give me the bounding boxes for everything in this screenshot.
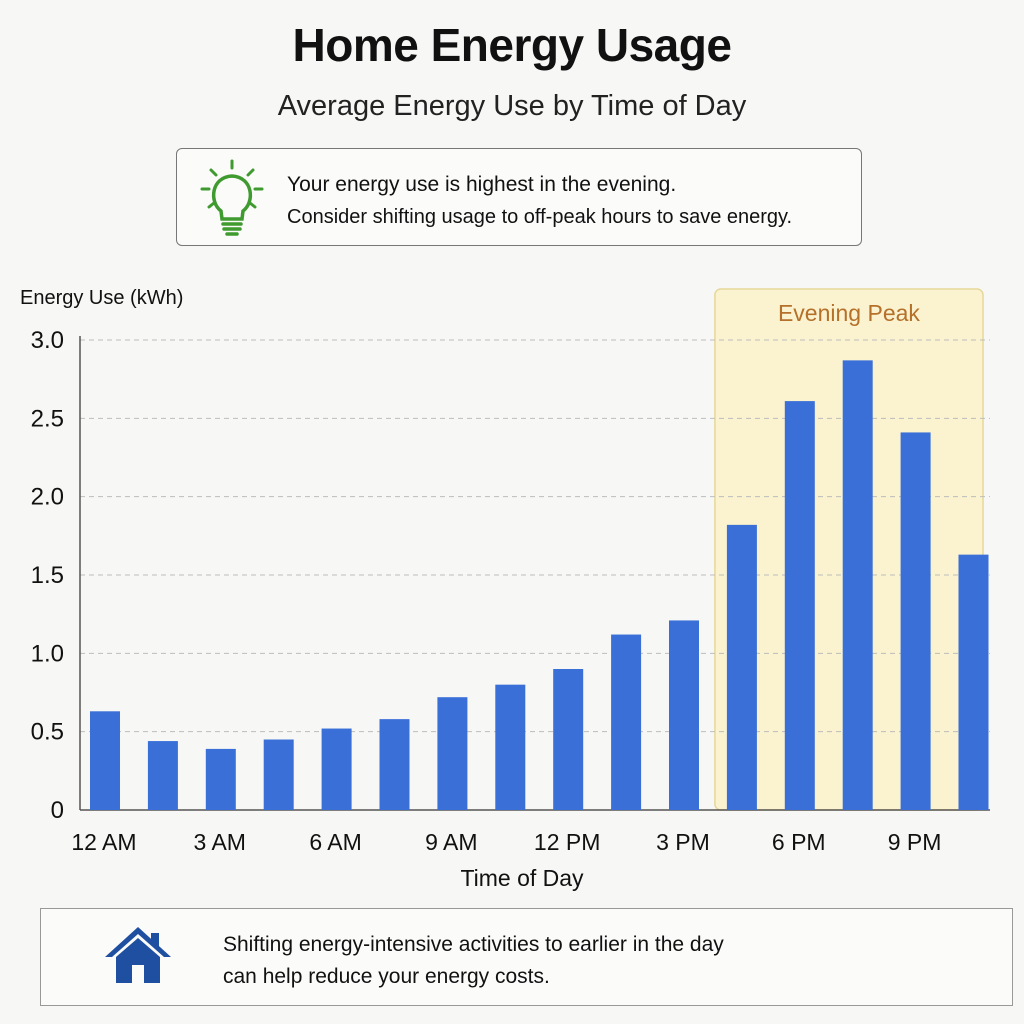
tip-text-line-2: Consider shifting usage to off-peak hour… [287, 206, 793, 228]
x-tick-label: 3 AM [194, 829, 246, 855]
page-title: Home Energy Usage [292, 19, 732, 71]
evening-peak-label: Evening Peak [778, 300, 920, 326]
energy-bar-chart: Evening Peak 0 0.5 1.0 1.5 2.0 2.5 3.0 12 AM 3 AM… [20, 287, 990, 891]
x-tick-label: 6 AM [309, 829, 361, 855]
footer-text-line-1: Shifting energy-intensive activities to … [223, 933, 724, 956]
bar [205, 748, 236, 810]
y-axis-label: Energy Use (kWh) [20, 287, 183, 309]
energy-tip-box: Your energy use is highest in the evenin… [176, 148, 862, 246]
bar [90, 711, 120, 810]
x-tick-label: 9 AM [425, 829, 477, 855]
x-axis-label: Time of Day [460, 865, 584, 891]
bar [263, 739, 294, 810]
y-tick-label: 0 [51, 797, 64, 824]
bar [495, 684, 526, 810]
bar [958, 554, 989, 810]
footer-tip-box: Shifting energy-intensive activities to … [40, 908, 1013, 1006]
bar [842, 360, 873, 810]
bar [553, 669, 584, 810]
x-tick-label: 6 PM [772, 829, 826, 855]
chart-subtitle: Average Energy Use by Time of Day [277, 90, 747, 122]
bar [437, 697, 468, 810]
bar [669, 620, 699, 810]
bar [900, 432, 931, 810]
lightbulb-icon [200, 159, 264, 236]
y-tick-label: 1.5 [31, 562, 64, 589]
y-tick-label: 1.0 [31, 640, 64, 667]
y-tick-label: 3.0 [31, 327, 64, 354]
bar [784, 401, 815, 810]
bar [611, 634, 642, 810]
x-tick-label: 9 PM [888, 829, 942, 855]
x-tick-label: 12 PM [534, 829, 600, 855]
bar [147, 741, 178, 810]
x-tick-label: 3 PM [656, 829, 710, 855]
y-tick-label: 2.0 [31, 484, 64, 511]
tip-text-line-1: Your energy use is highest in the evenin… [287, 173, 677, 196]
y-tick-label: 0.5 [31, 719, 64, 746]
bar [321, 728, 352, 810]
x-tick-label: 12 AM [71, 829, 136, 855]
bar [379, 719, 410, 810]
footer-text-line-2: can help reduce your energy costs. [223, 965, 550, 988]
y-tick-label: 2.5 [31, 405, 64, 432]
bar [726, 524, 757, 810]
home-icon [105, 927, 171, 983]
